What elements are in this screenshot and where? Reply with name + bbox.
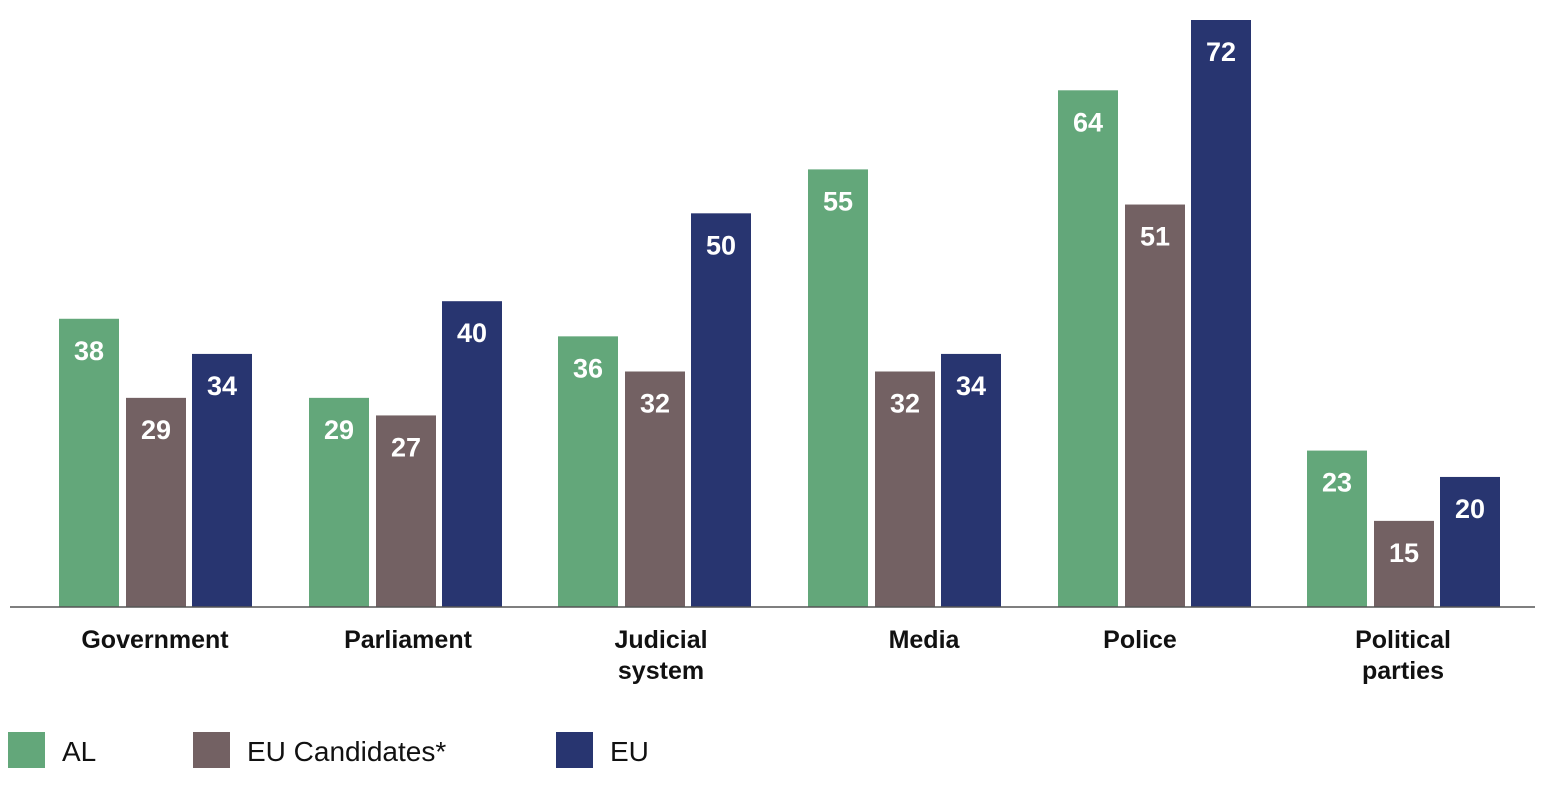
- legend-label: AL: [62, 736, 96, 767]
- legend: AL EU Candidates* EU: [8, 732, 649, 768]
- bar-eu-candidates--3: [875, 371, 935, 607]
- bar-eu-2: [691, 213, 751, 607]
- legend-label: EU: [610, 736, 649, 767]
- bar-eu-0: [192, 353, 252, 607]
- data-label: 51: [1140, 222, 1170, 252]
- legend-swatch: [8, 732, 45, 768]
- data-label: 38: [74, 336, 104, 366]
- data-label: 34: [207, 371, 237, 401]
- bar-eu-3: [941, 353, 1001, 607]
- x-tick-label: Police: [1103, 626, 1177, 654]
- data-label: 15: [1389, 538, 1419, 568]
- data-label: 29: [324, 415, 354, 445]
- bar-eu-candidates--5: [1374, 520, 1434, 607]
- x-tick-label: Media: [889, 626, 961, 654]
- bar-al-4: [1058, 90, 1118, 608]
- data-label: 23: [1322, 468, 1352, 498]
- x-tick-label: Government: [81, 626, 229, 654]
- data-label: 40: [457, 318, 487, 348]
- data-label: 36: [573, 353, 603, 383]
- data-label: 20: [1455, 494, 1485, 524]
- bar-eu-candidates--0: [126, 397, 186, 607]
- x-tick-label: Parliament: [344, 626, 473, 654]
- bar-al-3: [808, 169, 868, 607]
- x-tick-label: Political: [1355, 626, 1451, 654]
- bar-eu-1: [442, 301, 502, 607]
- data-label: 29: [141, 415, 171, 445]
- category-labels: Government Parliament Judicial system Media P…: [81, 626, 1451, 685]
- x-tick-label: system: [618, 657, 704, 685]
- data-label: 50: [706, 230, 736, 260]
- bar-al-2: [558, 336, 618, 607]
- x-tick-label: Judicial: [614, 626, 707, 654]
- x-tick-label: parties: [1362, 657, 1444, 685]
- data-label: 32: [890, 388, 920, 418]
- legend-swatch: [556, 732, 593, 768]
- bar-al-0: [59, 318, 119, 607]
- data-label: 27: [391, 432, 421, 462]
- data-label: 34: [956, 371, 986, 401]
- bars: 38 29 36 55 64 23 29 27 32 32 51 15 34 40 50 34 72 20: [59, 20, 1500, 608]
- bar-eu-5: [1440, 476, 1500, 607]
- data-label: 72: [1206, 37, 1236, 67]
- bar-eu-candidates--4: [1125, 204, 1185, 607]
- data-label: 32: [640, 388, 670, 418]
- bar-eu-4: [1191, 20, 1251, 607]
- data-label: 64: [1073, 107, 1103, 137]
- bar-eu-candidates--2: [625, 371, 685, 607]
- data-label: 55: [823, 186, 853, 216]
- legend-label: EU Candidates*: [247, 736, 446, 767]
- bar-eu-candidates--1: [376, 415, 436, 607]
- bar-al-1: [309, 397, 369, 607]
- bar-al-5: [1307, 450, 1367, 607]
- legend-swatch: [193, 732, 230, 768]
